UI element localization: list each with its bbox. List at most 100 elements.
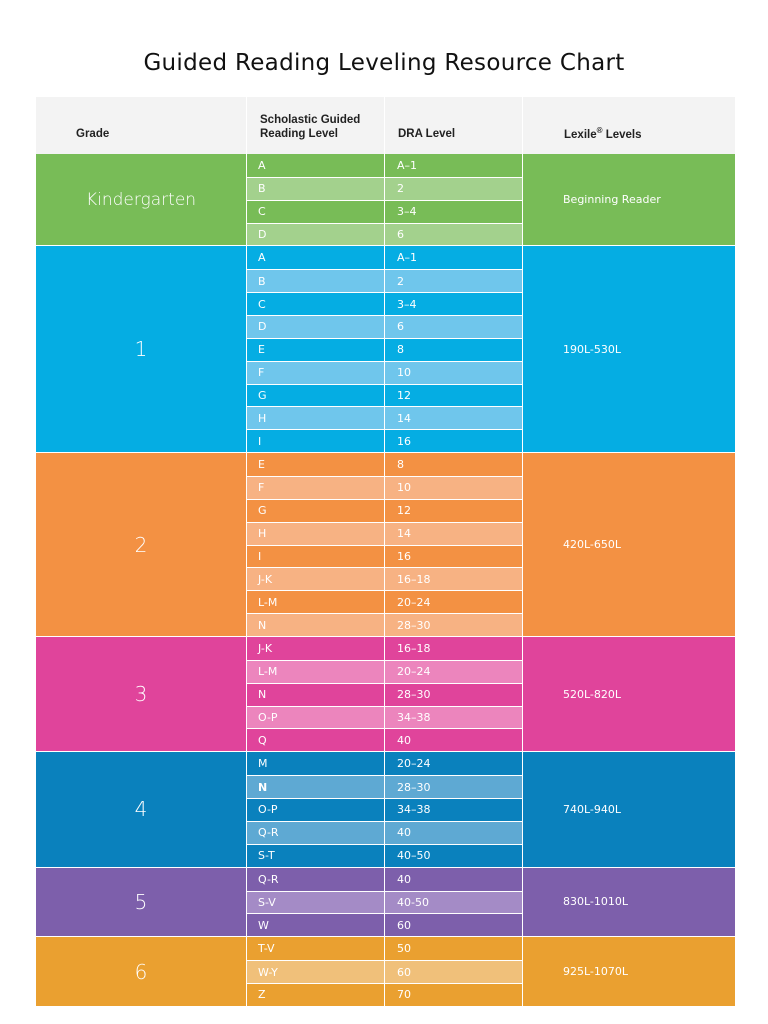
dra-level: 40-50 [397,895,429,909]
table-row: Q-R 40 [247,820,522,844]
table-row: I 16 [247,429,522,453]
dra-level: 3–4 [397,205,417,219]
table-row: I 16 [247,544,522,568]
page-title: Guided Reading Leveling Resource Chart [143,50,625,76]
table-row: A A–1 [247,246,522,270]
dra-level: 2 [397,274,404,288]
table-row: F 10 [247,360,522,384]
guided-reading-level: M [247,752,385,776]
guided-reading-level: W-Y [247,961,385,983]
table-row: Q 40 [247,728,522,752]
dra-level: 34–38 [397,711,431,725]
level-rows: Q-R 40 S-V 40-50 W 60 [247,867,523,937]
grade-group: 2 E 8 F 10 G 12 H 14 I 16 J-K 16–18 L-M 20–24 N 28–30 420… [36,452,735,637]
table-row: J-K 16–18 [247,637,522,660]
dra-level: 40 [397,826,411,840]
dra-level: 70 [397,988,411,1002]
guided-reading-level: W [247,914,385,937]
guided-reading-level: Q-R [247,867,385,891]
dra-level: 14 [397,527,411,541]
table-header: Grade Scholastic Guided Reading Level DR… [36,97,735,154]
grade-group: 3 J-K 16–18 L-M 20–24 N 28–30 O-P 34–38 Q 40 520L-8… [36,636,735,752]
lexile-range: Beginning Reader [563,193,661,207]
dra-level: 6 [397,320,404,334]
dra-level: 3–4 [397,297,417,311]
lexile-range: 420L-650L [563,538,622,552]
table-row: W-Y 60 [247,960,522,983]
grade-group: 4 M 20–24 N 28–30 O-P 34–38 Q-R 40 S-T 40–50 740L-9… [36,751,735,867]
guided-reading-level: D [247,223,385,246]
dra-level: 16–18 [397,641,431,655]
grade-label: 4 [36,752,247,867]
dra-level: 50 [397,942,411,956]
guided-reading-level: B [247,177,385,200]
dra-level: 40–50 [397,849,431,863]
dra-level: 6 [397,228,404,241]
guided-reading-level: I [247,545,385,568]
dra-level: 60 [397,965,411,979]
level-rows: J-K 16–18 L-M 20–24 N 28–30 O-P 34–38 Q 40 [247,637,523,752]
guided-reading-level: A [247,246,385,270]
grade-label: 3 [36,637,247,752]
table-row: S-V 40-50 [247,890,522,914]
guided-reading-level: O-P [247,799,385,821]
guided-reading-level: L-M [247,660,385,683]
grade-group: 6 T-V 50 W-Y 60 Z 70 925L-1070L [36,936,735,1006]
guided-reading-level: L-M [247,591,385,614]
dra-level: 2 [397,182,404,196]
header-dra: DRA Level [385,97,523,154]
dra-level: 14 [397,411,411,425]
table-row: C 3–4 [247,199,522,223]
table-row: T-V 50 [247,937,522,961]
dra-level: 40 [397,872,411,886]
guided-reading-level: E [247,338,385,361]
guided-reading-level: T-V [247,937,385,961]
guided-reading-level: C [247,293,385,316]
lexile-range: 830L-1010L [563,895,629,909]
guided-reading-level: D [247,316,385,338]
guided-reading-level: C [247,200,385,223]
level-rows: A A–1 B 2 C 3–4 D 6 [247,154,523,246]
grade-label: 2 [36,453,247,637]
lexile-range: 520L-820L [563,687,622,701]
table-row: Z 70 [247,982,522,1006]
level-rows: A A–1 B 2 C 3–4 D 6 E 8 F 10 G 12 H 14 I 16 [247,246,523,453]
grade-group: Kindergarten A A–1 B 2 C 3–4 D 6 Beginning Reader [36,154,735,246]
header-guided-line1: Scholastic Guided [260,114,361,126]
guided-reading-level: G [247,384,385,407]
grade-group: 1 A A–1 B 2 C 3–4 D 6 E 8 F 10 G 12 H 14 I 16 190L-530L [36,245,735,453]
guided-reading-level: N [247,776,385,799]
guided-reading-level: Q [247,729,385,752]
grade-label: 5 [36,867,247,937]
table-row: C 3–4 [247,292,522,316]
level-rows: T-V 50 W-Y 60 Z 70 [247,937,523,1006]
grade-label: 1 [36,246,247,453]
dra-level: 10 [397,366,411,380]
guided-reading-level: A [247,154,385,177]
grade-groups: Kindergarten A A–1 B 2 C 3–4 D 6 Beginning Reader… [36,154,735,1006]
dra-level: 12 [397,389,411,403]
dra-level: 40 [397,733,411,747]
header-guided-reading: Scholastic Guided Reading Level [247,97,385,154]
dra-level: 8 [397,343,404,357]
guided-reading-level: O-P [247,706,385,729]
guided-reading-level: H [247,407,385,430]
guided-reading-level: S-T [247,844,385,867]
header-lexile-label: Lexile® Levels [564,126,642,141]
guided-reading-level: J-K [247,637,385,660]
table-row: N 28–30 [247,775,522,799]
guided-reading-level: F [247,361,385,384]
lexile-range: 925L-1070L [563,965,629,978]
dra-level: 28–30 [397,618,431,632]
table-row: O-P 34–38 [247,705,522,729]
header-lexile: Lexile® Levels [523,97,735,154]
header-guided-line2: Reading Level [260,128,338,140]
table-row: M 20–24 [247,752,522,776]
guided-reading-level: N [247,683,385,706]
dra-level: 8 [397,458,404,472]
dra-level: 60 [397,918,411,932]
